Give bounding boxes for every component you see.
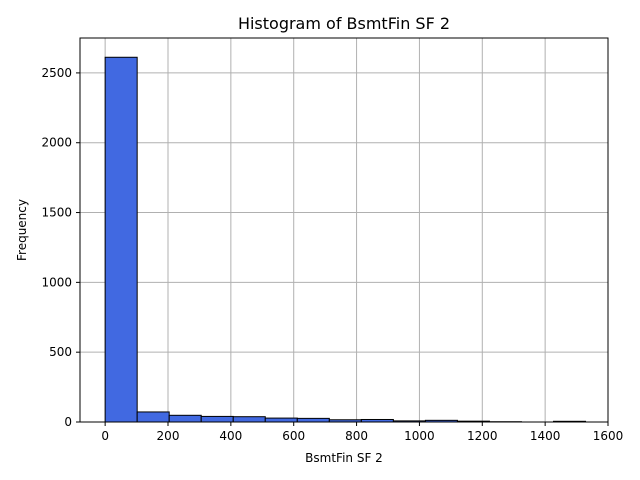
histogram-bar (200, 415, 234, 423)
x-axis-ticks: 0 200 400 600 800 1000 1200 1400 1600 (101, 422, 623, 443)
y-tick-label: 2000 (41, 136, 72, 150)
x-axis-label: BsmtFin SF 2 (305, 451, 383, 465)
grid-lines (80, 38, 609, 423)
x-tick-label: 0 (101, 429, 109, 443)
histogram-bar (136, 411, 170, 423)
y-tick-label: 500 (49, 345, 72, 359)
y-tick-label: 1500 (41, 206, 72, 220)
x-tick-label: 1600 (593, 429, 624, 443)
histogram-bar (168, 414, 202, 423)
y-tick-label: 2500 (41, 66, 72, 80)
y-axis-label: Frequency (15, 199, 29, 261)
histogram-bar (296, 417, 330, 423)
histogram-bar (264, 417, 298, 423)
x-tick-label: 200 (157, 429, 180, 443)
histogram-bar (104, 56, 138, 423)
chart-title: Histogram of BsmtFin SF 2 (238, 14, 450, 33)
x-tick-label: 600 (282, 429, 305, 443)
histogram-bar (232, 416, 266, 423)
y-axis-ticks: 0 500 1000 1500 2000 2500 (41, 66, 80, 429)
x-tick-label: 400 (219, 429, 242, 443)
x-tick-label: 800 (345, 429, 368, 443)
y-tick-label: 0 (64, 415, 72, 429)
x-tick-label: 1400 (530, 429, 561, 443)
plot-frame (79, 37, 609, 423)
x-tick-label: 1200 (467, 429, 498, 443)
x-tick-label: 1000 (404, 429, 435, 443)
histogram-bars (104, 56, 587, 423)
y-tick-label: 1000 (41, 275, 72, 289)
